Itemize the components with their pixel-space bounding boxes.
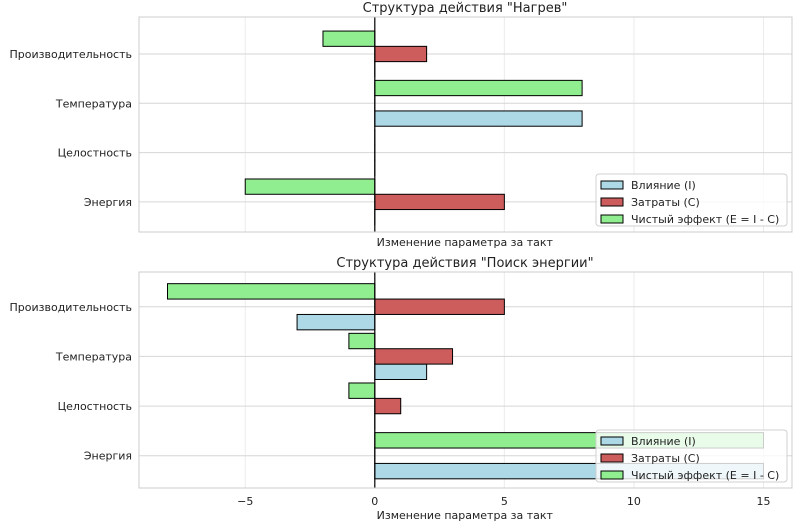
- y-tick-label: Температура: [55, 97, 132, 110]
- y-tick-label: Целостность: [58, 400, 132, 413]
- chart-0: Энергия Целостность Температура Производите…: [10, 1, 793, 249]
- legend-swatch: [601, 437, 623, 445]
- legend-swatch: [601, 215, 623, 223]
- bar-1-0-2: [375, 364, 427, 379]
- legend-label: Затраты (C): [631, 452, 700, 465]
- bar-0-1-3: [375, 46, 427, 61]
- legend-label: Влияние (I): [631, 435, 696, 448]
- bar-0-2-2: [375, 80, 582, 95]
- legend-swatch: [601, 198, 623, 206]
- bar-0-1-0: [375, 194, 505, 209]
- legend-label: Затраты (C): [631, 196, 700, 209]
- y-tick-label: Энергия: [84, 196, 132, 209]
- legend: Влияние (I) Затраты (C) Чистый эффект (E =…: [596, 430, 787, 482]
- bar-1-1-3: [375, 299, 505, 314]
- bar-0-2-3: [323, 31, 375, 46]
- y-tick-label: Целостность: [58, 147, 132, 160]
- x-tick-label: 5: [501, 495, 508, 508]
- bar-1-2-3: [168, 284, 375, 299]
- chart-title: Структура действия "Поиск энергии": [336, 256, 593, 271]
- chart-title: Структура действия "Нагрев": [363, 1, 568, 16]
- y-tick-label: Температура: [55, 350, 132, 363]
- legend-label: Влияние (I): [631, 179, 696, 192]
- legend-swatch: [601, 454, 623, 462]
- bar-1-0-3: [297, 314, 375, 329]
- bar-1-2-2: [349, 333, 375, 348]
- x-axis-label: Изменение параметра за такт: [377, 509, 554, 522]
- legend-swatch: [601, 471, 623, 479]
- legend-label: Чистый эффект (E = I - C): [631, 469, 779, 482]
- y-tick-label: Производительность: [10, 301, 133, 314]
- x-tick-label: 10: [627, 495, 641, 508]
- x-tick-label: 0: [371, 495, 378, 508]
- x-tick-label: −5: [237, 495, 253, 508]
- legend-swatch: [601, 181, 623, 189]
- y-tick-label: Производительность: [10, 48, 133, 61]
- bar-1-1-2: [375, 349, 453, 364]
- bar-0-2-0: [245, 179, 375, 194]
- legend-label: Чистый эффект (E = I - C): [631, 213, 779, 226]
- x-axis-label: Изменение параметра за такт: [377, 236, 554, 249]
- bar-0-0-2: [375, 111, 582, 126]
- legend: Влияние (I) Затраты (C) Чистый эффект (E =…: [596, 174, 787, 226]
- chart-1: Энергия Целостность Температура Производите…: [10, 256, 793, 522]
- x-tick-label: 15: [756, 495, 770, 508]
- y-tick-label: Энергия: [84, 450, 132, 463]
- bar-1-1-1: [375, 398, 401, 413]
- bar-1-2-1: [349, 383, 375, 398]
